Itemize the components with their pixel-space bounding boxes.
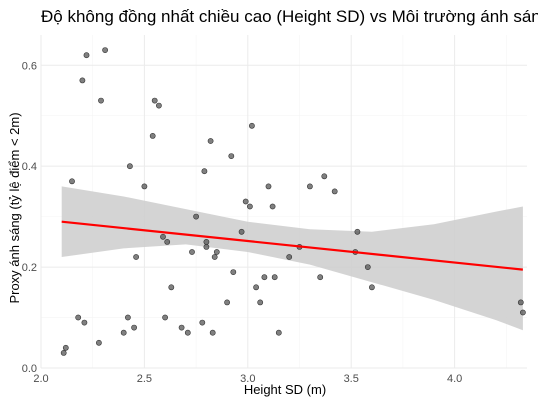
data-point (257, 299, 264, 306)
data-point (228, 153, 235, 159)
data-point (83, 52, 90, 59)
data-point (261, 274, 268, 281)
data-point (209, 329, 216, 336)
data-point (246, 203, 253, 210)
fit-line-layer (61, 220, 523, 271)
data-point (189, 249, 195, 255)
data-point (98, 97, 104, 104)
data-point (184, 329, 191, 336)
data-point (120, 329, 127, 336)
data-point (160, 233, 166, 240)
data-point (69, 178, 75, 185)
data-point (162, 314, 168, 321)
data-point (520, 309, 526, 316)
data-point (151, 97, 158, 104)
data-point (96, 339, 102, 346)
y-tick-label: 0.4 (22, 161, 37, 173)
data-point (79, 77, 86, 84)
data-point (133, 254, 139, 260)
data-point (60, 349, 67, 356)
points-layer (60, 47, 526, 356)
chart-title: Độ không đồng nhất chiều cao (Height SD)… (41, 7, 538, 26)
data-point (271, 274, 278, 281)
data-point (253, 284, 259, 291)
data-point (149, 132, 156, 139)
data-point (164, 238, 171, 245)
data-point (213, 249, 220, 255)
data-point (286, 254, 293, 260)
data-point (125, 314, 131, 321)
x-tick-label: 2.0 (33, 373, 48, 385)
data-point (126, 163, 133, 170)
data-point (517, 299, 524, 306)
data-point (102, 47, 108, 53)
regression-line (61, 220, 523, 271)
data-point (131, 324, 137, 331)
confidence-band (61, 186, 523, 331)
data-point (201, 168, 208, 175)
data-point (207, 138, 214, 144)
data-point (168, 284, 175, 291)
data-point (354, 228, 361, 235)
data-point (230, 269, 237, 275)
data-point (178, 324, 185, 331)
data-point (193, 213, 199, 220)
x-tick-label: 3.0 (240, 373, 255, 385)
data-point (203, 238, 210, 245)
data-point (199, 319, 206, 326)
x-tick-label: 4.0 (447, 373, 462, 385)
y-tick-label: 0.0 (22, 363, 37, 375)
x-axis-title: Height SD (m) (244, 382, 326, 397)
x-axis-ticks: 2.0 2.5 3.0 3.5 4.0 (33, 373, 462, 385)
grid (40, 35, 527, 369)
data-point (364, 264, 371, 270)
y-axis-title: Proxy ánh sáng (tỷ lệ điểm < 2m) (7, 112, 22, 303)
data-point (275, 329, 282, 336)
data-point (317, 274, 324, 281)
data-point (368, 284, 375, 291)
data-point (331, 188, 338, 195)
data-point (75, 314, 82, 321)
data-point (211, 254, 218, 260)
data-point (155, 102, 162, 109)
data-point (269, 203, 276, 210)
data-point (321, 173, 328, 180)
data-point (248, 122, 255, 129)
confidence-band-layer (61, 186, 523, 331)
y-tick-label: 0.6 (22, 60, 37, 72)
y-tick-label: 0.2 (22, 262, 37, 274)
data-point (224, 299, 230, 306)
x-tick-label: 2.5 (137, 373, 152, 385)
data-point (203, 243, 210, 250)
y-axis-ticks: 0.0 0.2 0.4 0.6 (22, 60, 37, 375)
data-point (62, 344, 69, 351)
data-point (265, 183, 272, 190)
data-point (81, 319, 88, 326)
data-point (306, 183, 313, 190)
data-point (141, 183, 148, 190)
data-point (242, 198, 249, 205)
x-tick-label: 3.5 (344, 373, 359, 385)
data-point (238, 228, 245, 235)
